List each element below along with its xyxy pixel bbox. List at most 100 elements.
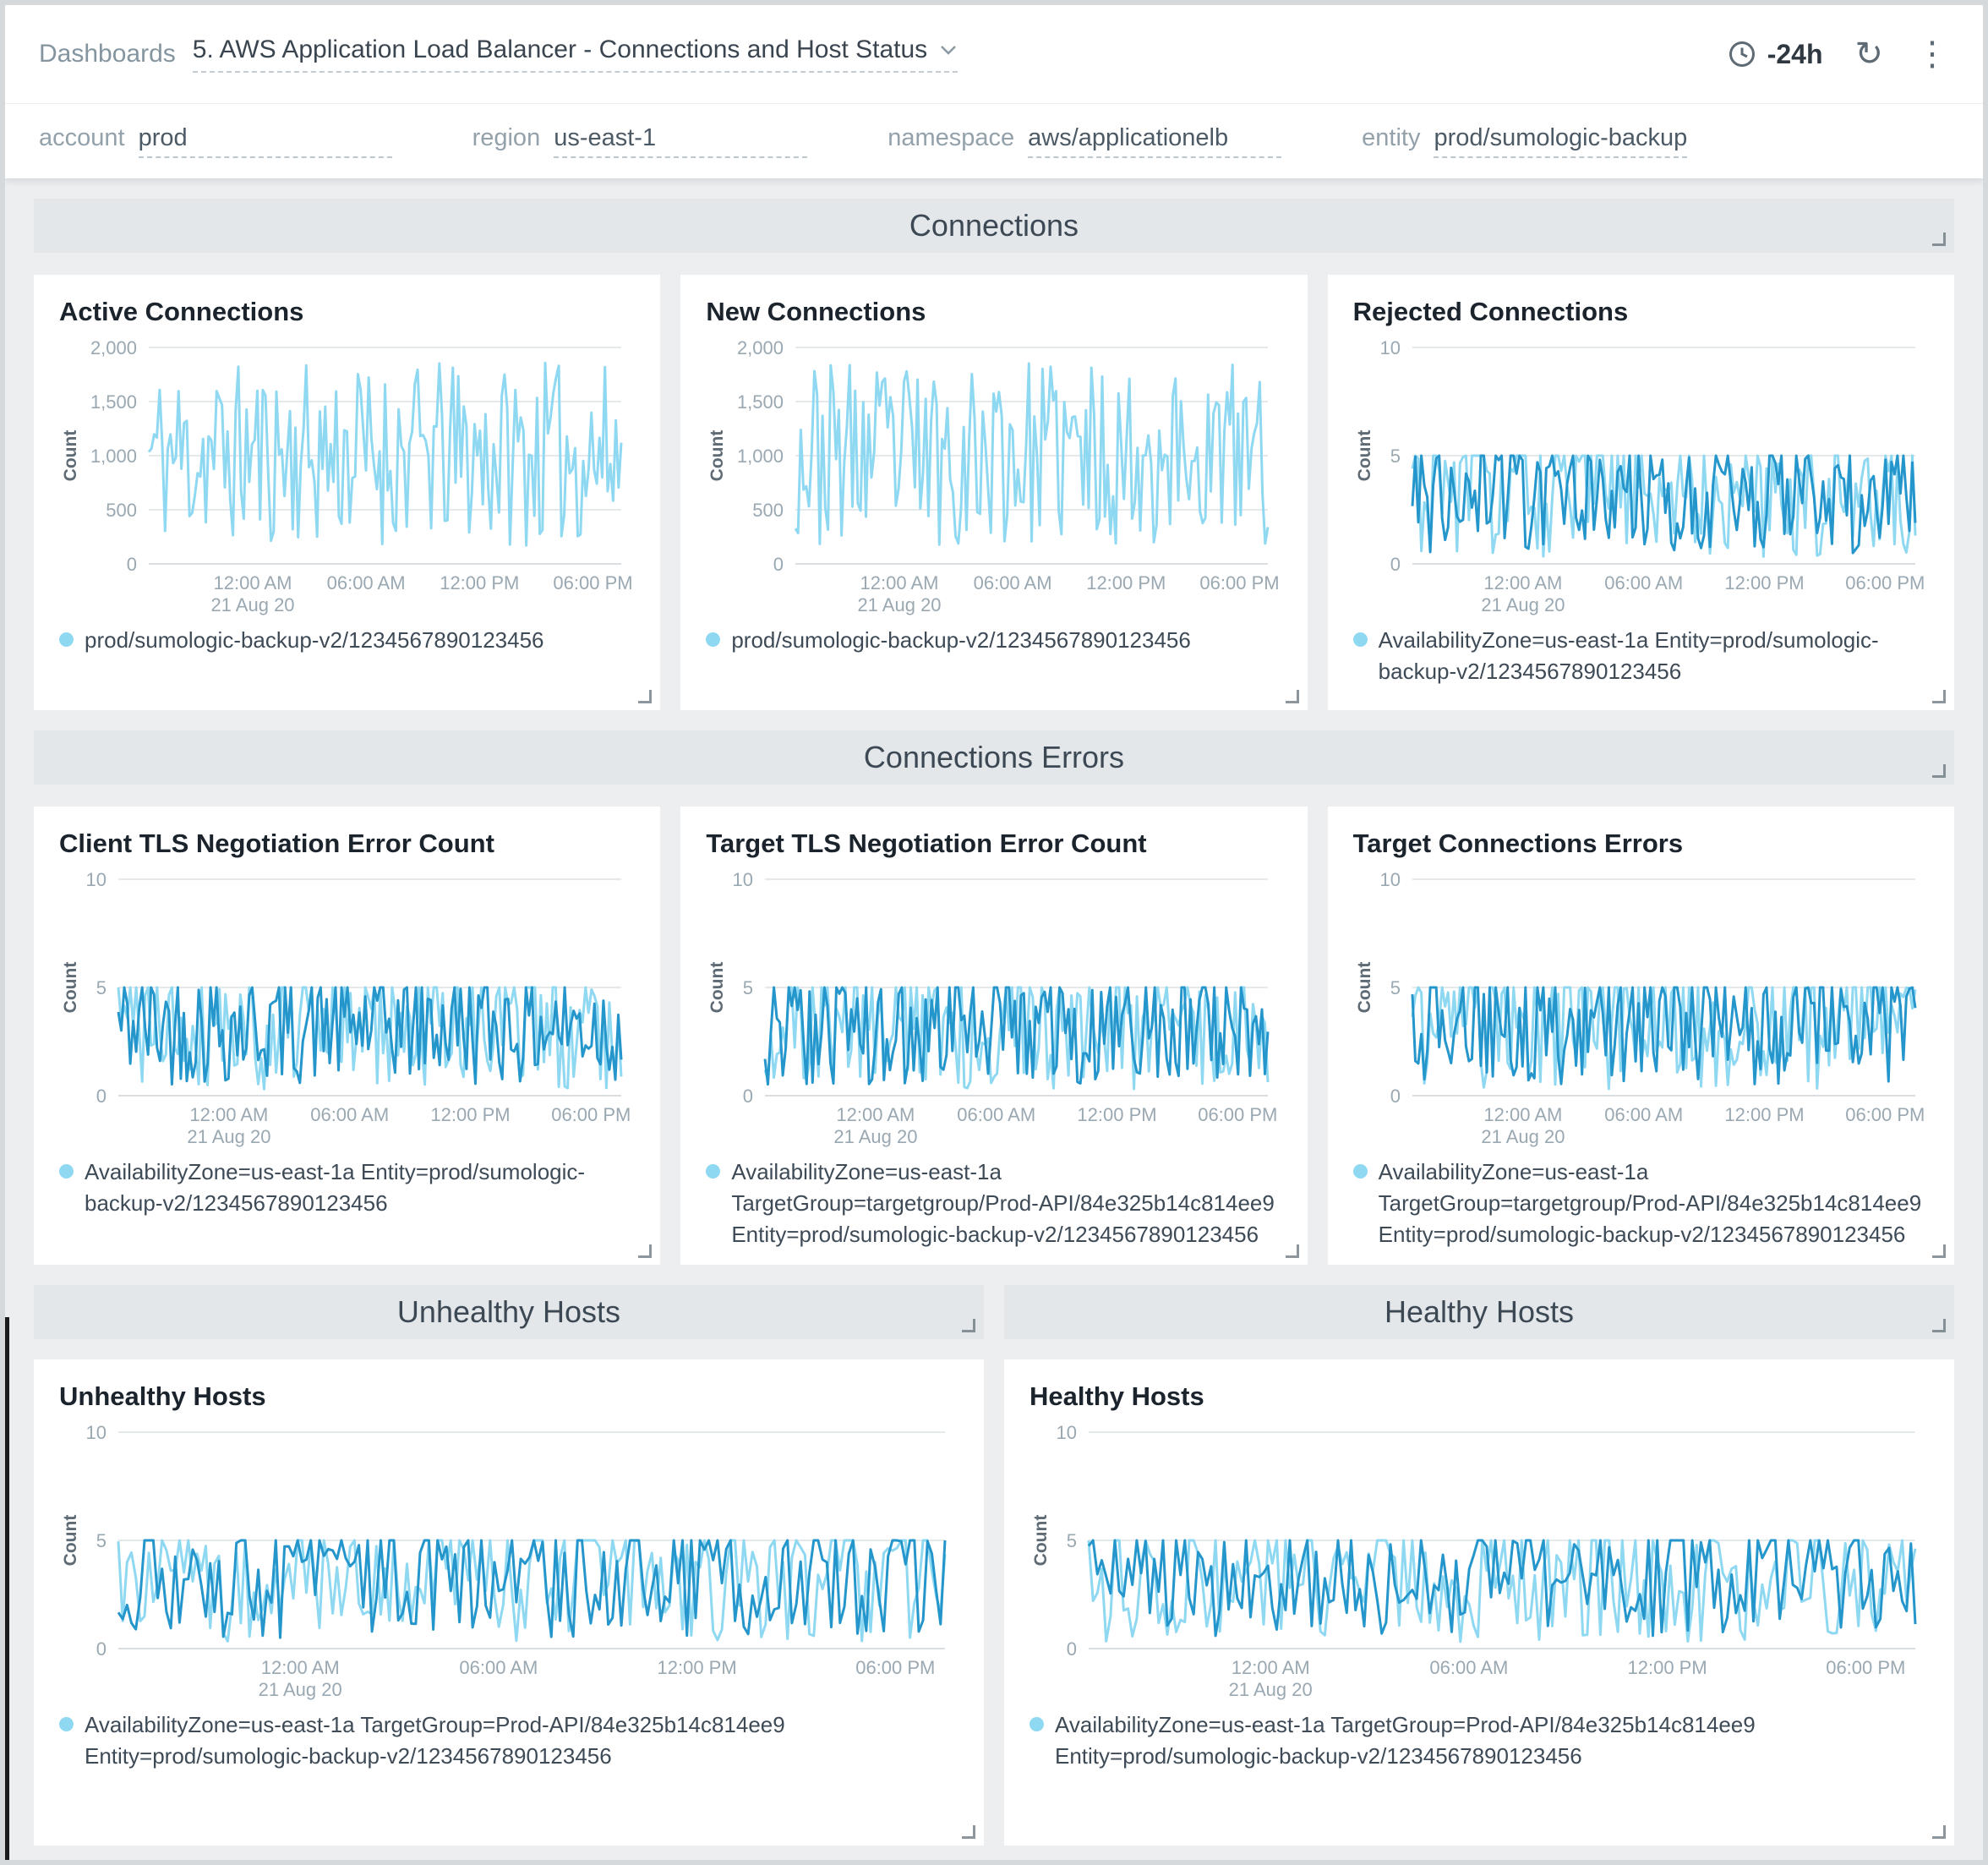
resize-handle[interactable]	[638, 1244, 653, 1258]
chart-client-tls-negotiation-error-count[interactable]: 0 5 10 Count 12:00 AM 21 Aug 20 06:00 AM 12:00 …	[59, 867, 635, 1148]
section-header-healthy-hosts: Healthy Hosts	[1004, 1285, 1954, 1339]
chart-unhealthy-hosts[interactable]: 0 5 10 Count 12:00 AM 21 Aug 20 06:00 AM 12:00 …	[59, 1420, 958, 1701]
svg-text:06:00 PM: 06:00 PM	[1845, 572, 1925, 593]
svg-text:06:00 AM: 06:00 AM	[958, 1104, 1036, 1125]
panel-title: Rejected Connections	[1352, 297, 1629, 326]
refresh-button[interactable]: ↻	[1854, 36, 1883, 73]
chart-target-connections-errors[interactable]: 0 5 10 Count 12:00 AM 21 Aug 20 06:00 AM 12:00 …	[1353, 867, 1929, 1148]
resize-handle[interactable]	[638, 690, 653, 703]
filter-value-input[interactable]: prod	[138, 124, 392, 158]
legend-dot	[59, 632, 74, 647]
filter-value-input[interactable]: us-east-1	[554, 124, 808, 158]
svg-text:21 Aug 20: 21 Aug 20	[1481, 594, 1565, 615]
chart-legend: AvailabilityZone=us-east-1a TargetGroup=…	[59, 1709, 958, 1772]
filter-namespace[interactable]: namespace aws/applicationelb	[888, 124, 1282, 158]
resize-handle[interactable]	[1932, 232, 1946, 246]
resize-handle[interactable]	[962, 1825, 975, 1839]
section-header-connections: Connections	[34, 199, 1954, 253]
svg-text:5: 5	[1390, 977, 1400, 998]
legend-item[interactable]: prod/sumologic-backup-v2/123456789012345…	[59, 625, 635, 656]
legend-item[interactable]: AvailabilityZone=us-east-1a TargetGroup=…	[59, 1709, 958, 1772]
chart-target-tls-negotiation-error-count[interactable]: 0 5 10 Count 12:00 AM 21 Aug 20 06:00 AM 12:00 …	[706, 867, 1281, 1148]
resize-handle[interactable]	[962, 1319, 975, 1332]
svg-text:2,000: 2,000	[90, 337, 137, 358]
chart-legend: AvailabilityZone=us-east-1a Entity=prod/…	[1352, 625, 1929, 687]
panel-healthy-hosts: Healthy Hosts 0 5 10 Count 12:00 AM 21 Aug 20…	[1004, 1359, 1954, 1846]
filter-region[interactable]: region us-east-1	[472, 124, 808, 158]
clock-icon	[1729, 41, 1755, 67]
svg-text:5: 5	[1390, 446, 1400, 467]
svg-text:500: 500	[106, 500, 137, 521]
legend-item[interactable]: AvailabilityZone=us-east-1a Entity=prod/…	[1352, 625, 1929, 687]
svg-text:06:00 PM: 06:00 PM	[551, 1104, 631, 1125]
svg-text:12:00 AM: 12:00 AM	[837, 1104, 915, 1125]
svg-text:12:00 AM: 12:00 AM	[1232, 1657, 1310, 1678]
hosts-panel-row: Unhealthy Hosts 0 5 10 Count 12:00 AM 21 Aug …	[34, 1359, 1954, 1846]
svg-text:12:00 PM: 12:00 PM	[658, 1657, 737, 1678]
svg-text:06:00 AM: 06:00 AM	[974, 572, 1052, 593]
chart-active-connections[interactable]: 0 500 1,000 1,500 2,000 Count 12:00 AM 21 Aug 2…	[59, 336, 635, 616]
filter-value-input[interactable]: aws/applicationelb	[1028, 124, 1282, 158]
filter-value-input[interactable]: prod/sumologic-backup	[1434, 124, 1688, 158]
svg-text:Count: Count	[1355, 962, 1374, 1014]
svg-text:Count: Count	[61, 430, 80, 482]
resize-handle[interactable]	[1932, 1319, 1946, 1332]
chart-healthy-hosts[interactable]: 0 5 10 Count 12:00 AM 21 Aug 20 06:00 AM 12:00 …	[1030, 1420, 1929, 1701]
legend-item[interactable]: prod/sumologic-backup-v2/123456789012345…	[706, 625, 1281, 656]
legend-item[interactable]: AvailabilityZone=us-east-1a TargetGroup=…	[1030, 1709, 1929, 1772]
svg-text:0: 0	[96, 1638, 106, 1660]
svg-text:0: 0	[1067, 1638, 1077, 1660]
legend-item[interactable]: AvailabilityZone=us-east-1a TargetGroup=…	[1352, 1157, 1929, 1250]
resize-handle[interactable]	[1285, 1244, 1299, 1258]
panel-new-connections: New Connections 0 500 1,000 1,500 2,000 Count…	[680, 275, 1308, 710]
section-title: Unhealthy Hosts	[396, 1294, 621, 1329]
legend-dot	[1352, 1164, 1368, 1179]
svg-text:12:00 AM: 12:00 AM	[261, 1657, 340, 1678]
svg-text:12:00 AM: 12:00 AM	[189, 1104, 268, 1125]
section-header-connections-errors: Connections Errors	[34, 730, 1954, 785]
panel-title: Healthy Hosts	[1030, 1381, 1204, 1411]
chart-new-connections[interactable]: 0 500 1,000 1,500 2,000 Count 12:00 AM 21 Aug 2…	[706, 336, 1281, 616]
resize-handle[interactable]	[1932, 764, 1946, 778]
panel-target-connections-errors: Target Connections Errors 0 5 10 Count 12:00…	[1327, 807, 1954, 1265]
kebab-menu-button[interactable]: ⋮	[1915, 36, 1949, 73]
svg-text:12:00 PM: 12:00 PM	[440, 572, 519, 593]
svg-text:21 Aug 20: 21 Aug 20	[1229, 1679, 1313, 1700]
resize-handle[interactable]	[1931, 1244, 1946, 1258]
svg-text:12:00 PM: 12:00 PM	[1087, 572, 1166, 593]
legend-dot	[706, 1164, 721, 1179]
chart-legend: AvailabilityZone=us-east-1a TargetGroup=…	[1352, 1157, 1929, 1250]
svg-text:5: 5	[96, 977, 106, 998]
svg-text:Count: Count	[1355, 430, 1374, 482]
legend-dot	[1030, 1717, 1044, 1731]
time-range-button[interactable]: -24h	[1727, 38, 1823, 70]
filter-account[interactable]: account prod	[39, 124, 392, 158]
resize-handle[interactable]	[1932, 1825, 1946, 1839]
connections-panel-row: Active Connections 0 500 1,000 1,500 2,000 Co…	[34, 275, 1954, 710]
resize-handle[interactable]	[1285, 690, 1299, 703]
svg-text:2,000: 2,000	[737, 337, 784, 358]
legend-label: AvailabilityZone=us-east-1a Entity=prod/…	[85, 1159, 586, 1216]
filter-label: region	[472, 124, 541, 151]
svg-text:500: 500	[753, 500, 784, 521]
svg-text:10: 10	[1379, 337, 1400, 358]
top-bar-left: Dashboards 5. AWS Application Load Balan…	[39, 36, 958, 73]
chart-rejected-connections[interactable]: 0 5 10 Count 12:00 AM 21 Aug 20 06:00 AM 12:00 …	[1353, 336, 1929, 616]
time-range-label: -24h	[1767, 38, 1823, 69]
panel-rejected-connections: Rejected Connections 0 5 10 Count 12:00 AM 21…	[1327, 275, 1954, 710]
chart-legend: AvailabilityZone=us-east-1a TargetGroup=…	[1030, 1709, 1929, 1772]
svg-text:Count: Count	[707, 430, 727, 482]
resize-handle[interactable]	[1931, 690, 1946, 703]
breadcrumb[interactable]: Dashboards	[39, 40, 176, 68]
svg-text:06:00 PM: 06:00 PM	[1199, 1104, 1278, 1125]
svg-text:0: 0	[96, 1086, 106, 1107]
section-header-unhealthy-hosts: Unhealthy Hosts	[34, 1285, 984, 1339]
svg-text:1,000: 1,000	[90, 446, 137, 467]
filter-entity[interactable]: entity prod/sumologic-backup	[1362, 124, 1688, 158]
panel-unhealthy-hosts: Unhealthy Hosts 0 5 10 Count 12:00 AM 21 Aug …	[34, 1359, 984, 1846]
svg-text:12:00 PM: 12:00 PM	[430, 1104, 510, 1125]
legend-item[interactable]: AvailabilityZone=us-east-1a Entity=prod/…	[59, 1157, 635, 1219]
legend-item[interactable]: AvailabilityZone=us-east-1a TargetGroup=…	[706, 1157, 1281, 1250]
dashboard-title-dropdown[interactable]: 5. AWS Application Load Balancer - Conne…	[192, 36, 958, 73]
